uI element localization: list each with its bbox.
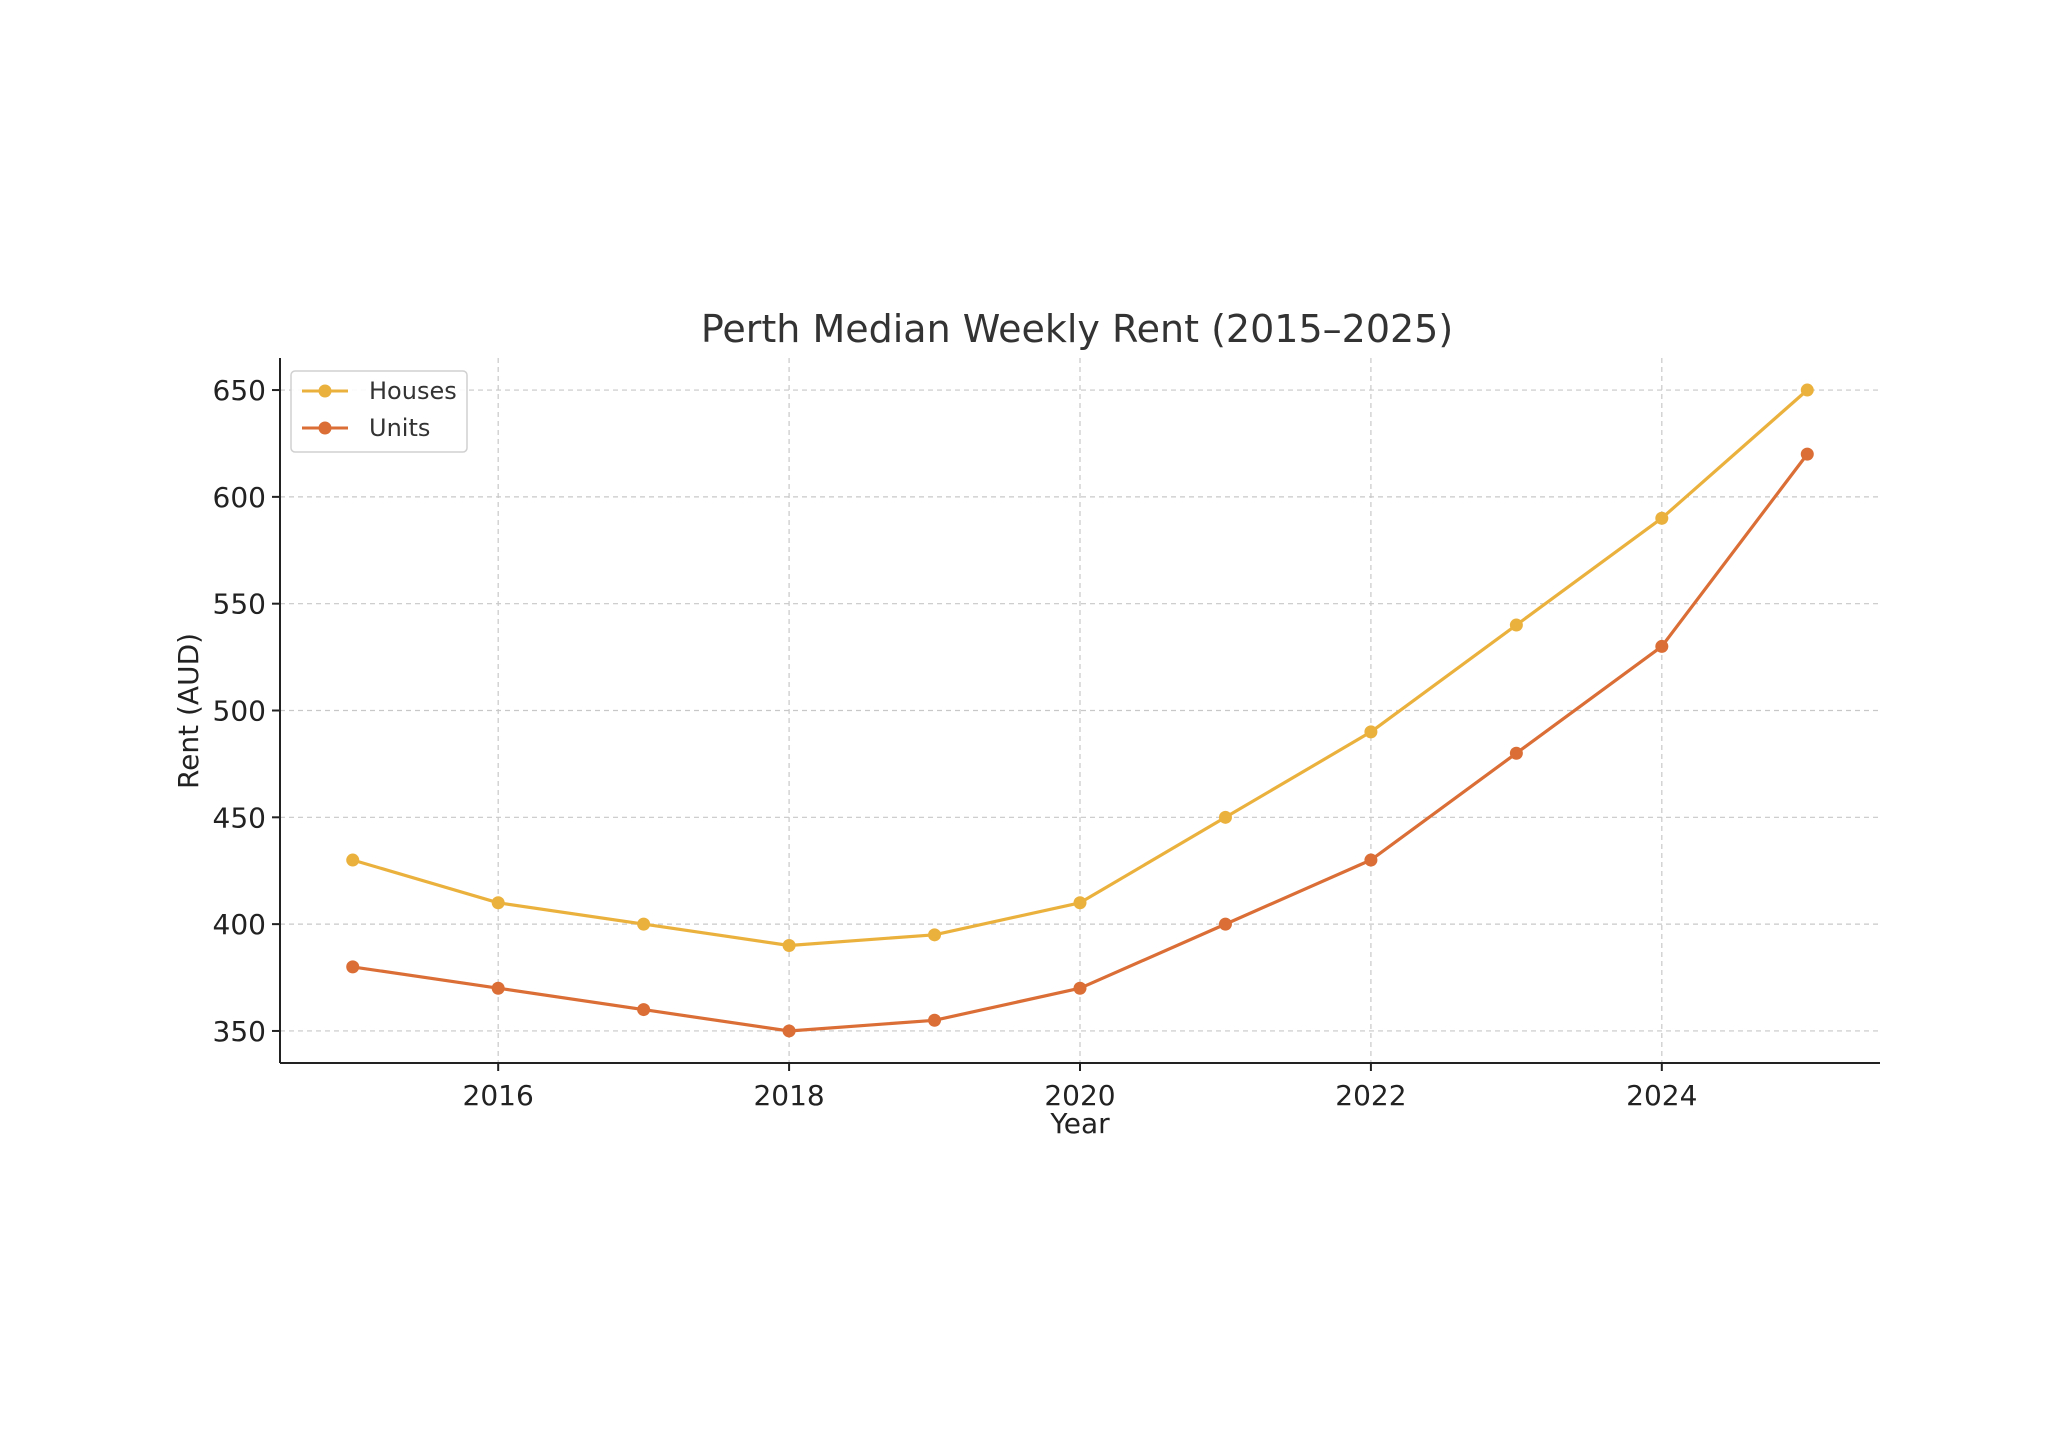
data-point-houses	[1509, 618, 1523, 632]
data-point-units	[1800, 447, 1814, 461]
data-point-houses	[1073, 896, 1087, 910]
data-point-units	[491, 981, 505, 995]
legend: Houses Units	[290, 370, 468, 453]
y-axis-label: Rent (AUD)	[172, 633, 205, 789]
data-point-houses	[782, 939, 796, 952]
legend-houses-label: Houses	[369, 377, 457, 405]
y-tick-label: 500	[213, 695, 266, 728]
series	[346, 383, 1814, 1038]
x-ticks: 2016 2018 2020 2022 2024	[463, 1063, 1697, 1112]
grid-lines	[280, 358, 1880, 1063]
data-point-houses	[1218, 810, 1232, 824]
y-ticks: 350 400 450 500 550 600 650	[213, 374, 280, 1048]
x-tick-label: 2024	[1626, 1079, 1697, 1112]
data-point-houses	[491, 896, 505, 910]
y-tick-label: 550	[213, 588, 266, 621]
data-point-units	[1073, 981, 1087, 995]
data-point-units	[1364, 853, 1378, 867]
data-point-houses	[1655, 511, 1669, 525]
y-tick-label: 350	[213, 1015, 266, 1048]
y-tick-label: 450	[213, 801, 266, 834]
y-tick-label: 600	[213, 481, 266, 514]
data-point-units	[1655, 639, 1669, 653]
data-point-units	[1218, 917, 1232, 931]
data-point-units	[637, 1003, 651, 1017]
data-point-houses	[928, 928, 942, 942]
data-point-houses	[1364, 725, 1378, 739]
data-point-houses	[637, 917, 651, 931]
x-axis-label: Year	[1049, 1107, 1110, 1140]
x-tick-label: 2020	[1044, 1079, 1115, 1112]
data-point-units	[1509, 746, 1523, 760]
data-point-units	[928, 1013, 942, 1027]
data-point-units	[782, 1024, 796, 1038]
legend-units-label: Units	[369, 414, 430, 442]
x-tick-label: 2018	[753, 1079, 824, 1112]
series-units	[346, 447, 1814, 1038]
legend-houses-marker	[318, 384, 332, 398]
x-tick-label: 2016	[463, 1079, 534, 1112]
data-point-houses	[1800, 383, 1814, 397]
data-point-units	[346, 960, 360, 974]
data-point-houses	[346, 853, 360, 867]
y-tick-label: 650	[213, 374, 266, 407]
chart-title: Perth Median Weekly Rent (2015–2025)	[701, 307, 1453, 351]
series-houses	[346, 383, 1814, 952]
legend-units-marker	[318, 421, 332, 435]
x-tick-label: 2022	[1335, 1079, 1406, 1112]
y-tick-label: 400	[213, 908, 266, 941]
